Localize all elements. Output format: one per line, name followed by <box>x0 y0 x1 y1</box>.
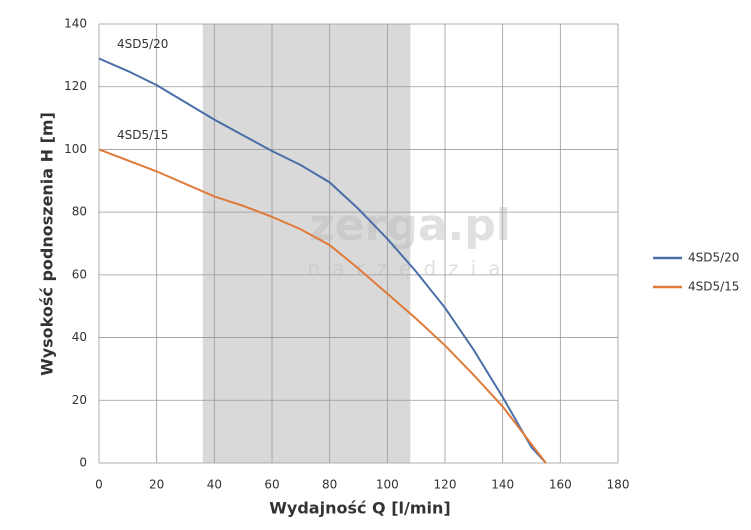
x-tick-label: 80 <box>322 478 337 492</box>
y-tick-label: 100 <box>64 142 87 156</box>
x-tick-label: 180 <box>607 478 630 492</box>
legend-label: 4SD5/15 <box>688 280 739 294</box>
series-label: 4SD5/20 <box>117 37 168 51</box>
watermark: zerga.pl <box>309 200 511 251</box>
y-tick-label: 140 <box>64 17 87 31</box>
x-tick-label: 140 <box>491 478 514 492</box>
y-tick-label: 20 <box>72 393 87 407</box>
x-tick-label: 100 <box>376 478 399 492</box>
legend-label: 4SD5/20 <box>688 251 739 265</box>
shaded-region <box>202 24 411 463</box>
series-label: 4SD5/15 <box>117 128 168 142</box>
y-tick-label: 40 <box>72 330 87 344</box>
x-tick-label: 160 <box>549 478 572 492</box>
y-axis-label: Wysokość podnoszenia H [m] <box>38 112 57 376</box>
y-tick-label: 0 <box>79 456 87 470</box>
line <box>98 57 547 464</box>
y-tick-label: 80 <box>72 205 87 219</box>
y-tick-label: 120 <box>64 79 87 93</box>
watermark: narzędzia <box>308 257 513 281</box>
line <box>98 148 547 464</box>
x-tick-label: 120 <box>434 478 457 492</box>
x-tick-label: 40 <box>207 478 222 492</box>
x-tick-label: 0 <box>95 478 103 492</box>
y-tick-label: 60 <box>72 267 87 281</box>
x-axis-label: Wydajność Q [l/min] <box>269 499 450 518</box>
x-tick-label: 60 <box>264 478 279 492</box>
x-tick-label: 20 <box>149 478 164 492</box>
